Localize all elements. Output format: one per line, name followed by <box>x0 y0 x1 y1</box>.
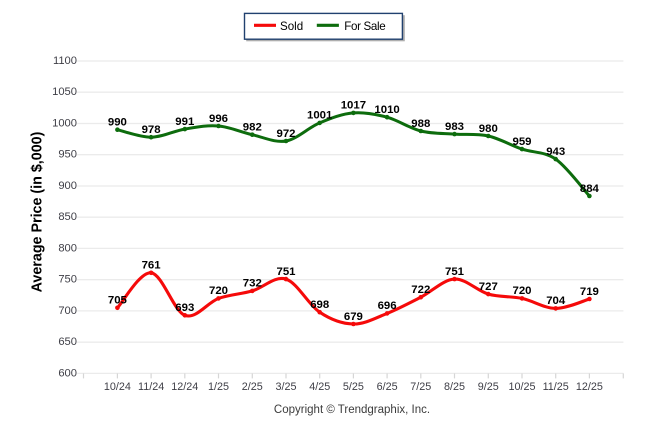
svg-text:10/24: 10/24 <box>104 381 131 393</box>
svg-text:732: 732 <box>243 278 262 290</box>
svg-text:12/25: 12/25 <box>576 381 603 393</box>
svg-text:11/25: 11/25 <box>543 381 569 393</box>
svg-text:983: 983 <box>445 121 464 133</box>
svg-text:900: 900 <box>58 180 77 192</box>
svg-text:988: 988 <box>411 118 430 130</box>
svg-text:751: 751 <box>445 266 465 278</box>
svg-text:943: 943 <box>546 146 565 158</box>
svg-text:991: 991 <box>175 116 195 128</box>
svg-text:972: 972 <box>276 128 295 140</box>
svg-text:700: 700 <box>58 305 77 317</box>
svg-text:5/25: 5/25 <box>343 381 364 393</box>
svg-text:4/25: 4/25 <box>309 381 330 393</box>
svg-text:12/24: 12/24 <box>171 381 198 393</box>
svg-text:9/25: 9/25 <box>478 381 499 393</box>
svg-text:720: 720 <box>209 285 228 297</box>
svg-text:696: 696 <box>378 300 397 312</box>
svg-text:10/25: 10/25 <box>508 381 535 393</box>
svg-text:6/25: 6/25 <box>377 381 398 393</box>
svg-text:679: 679 <box>344 311 363 323</box>
svg-text:1050: 1050 <box>52 86 77 98</box>
svg-text:8/25: 8/25 <box>444 381 465 393</box>
svg-text:719: 719 <box>580 286 599 298</box>
svg-text:1001: 1001 <box>307 110 333 122</box>
svg-text:For Sale: For Sale <box>344 20 385 33</box>
svg-text:978: 978 <box>142 124 161 136</box>
svg-text:1017: 1017 <box>341 100 366 112</box>
svg-text:996: 996 <box>209 113 228 125</box>
svg-text:650: 650 <box>58 336 77 348</box>
svg-text:Average Price (in $,000): Average Price (in $,000) <box>29 131 45 292</box>
svg-text:1/25: 1/25 <box>208 381 229 393</box>
svg-text:990: 990 <box>108 117 127 129</box>
svg-text:2/25: 2/25 <box>242 381 263 393</box>
svg-text:1100: 1100 <box>53 55 77 67</box>
svg-text:751: 751 <box>276 266 296 278</box>
svg-text:950: 950 <box>58 149 77 161</box>
svg-text:698: 698 <box>310 299 329 311</box>
svg-text:959: 959 <box>512 136 531 148</box>
svg-text:704: 704 <box>546 295 566 307</box>
svg-text:3/25: 3/25 <box>275 381 296 393</box>
svg-text:705: 705 <box>108 295 128 307</box>
svg-text:750: 750 <box>58 274 77 286</box>
svg-text:800: 800 <box>58 242 77 254</box>
svg-text:884: 884 <box>580 183 600 195</box>
svg-text:Sold: Sold <box>280 20 303 33</box>
svg-text:720: 720 <box>512 285 531 297</box>
svg-text:7/25: 7/25 <box>410 381 431 393</box>
svg-text:980: 980 <box>479 123 498 135</box>
svg-text:761: 761 <box>142 260 162 272</box>
svg-text:1000: 1000 <box>52 117 77 129</box>
svg-text:693: 693 <box>175 302 194 314</box>
svg-text:11/24: 11/24 <box>138 381 164 393</box>
svg-text:727: 727 <box>479 281 498 293</box>
svg-text:1010: 1010 <box>374 104 399 116</box>
svg-text:Copyright © Trendgraphix, Inc.: Copyright © Trendgraphix, Inc. <box>274 404 430 416</box>
svg-text:600: 600 <box>58 367 77 379</box>
svg-text:722: 722 <box>411 284 430 296</box>
svg-text:982: 982 <box>243 122 262 134</box>
svg-text:850: 850 <box>58 211 77 223</box>
